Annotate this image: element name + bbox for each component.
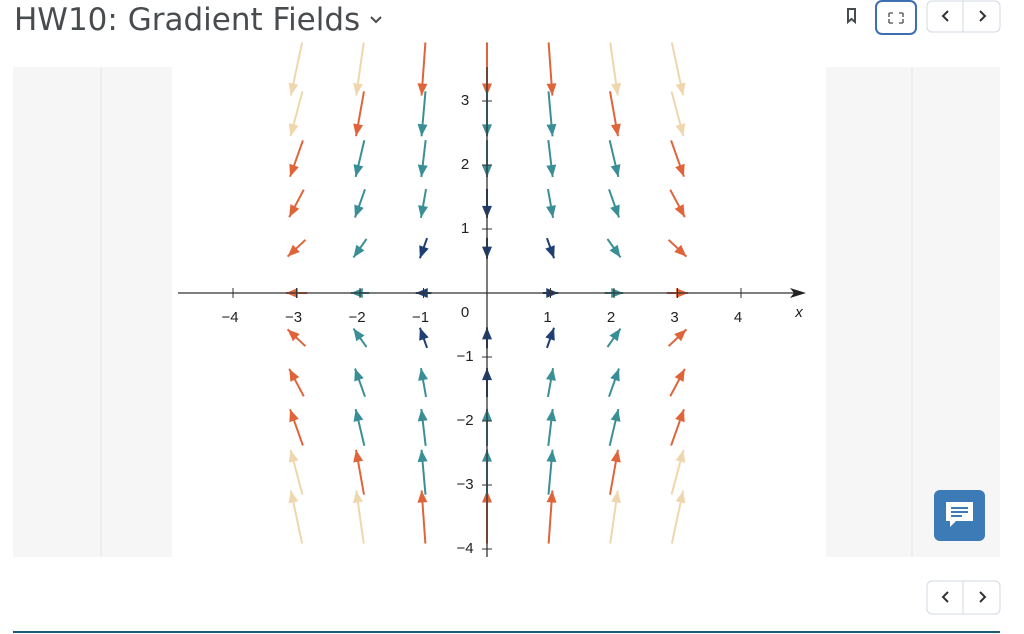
- vector-head: [675, 490, 686, 504]
- vector-head: [287, 329, 300, 342]
- vector-head: [417, 164, 428, 178]
- vector-head: [288, 123, 299, 137]
- vector-head: [610, 204, 620, 218]
- vector-head: [353, 164, 364, 177]
- vector-head: [546, 368, 556, 381]
- x-tick-label: 2: [607, 309, 615, 326]
- vector-head: [610, 164, 621, 177]
- vector-head: [546, 205, 556, 218]
- vector-head: [674, 329, 687, 342]
- figure-image: [172, 67, 826, 557]
- x-tick-label: 3: [670, 309, 678, 326]
- vector-head: [546, 449, 557, 463]
- vector-head: [353, 449, 364, 463]
- y-tick-label: 1: [461, 220, 469, 237]
- vector-head: [546, 83, 557, 96]
- vector-head: [418, 205, 428, 218]
- vector-head: [418, 368, 428, 381]
- title-chevron: [370, 16, 382, 24]
- next-button[interactable]: [979, 10, 987, 22]
- vector-head: [610, 123, 621, 137]
- vector-head: [417, 123, 428, 137]
- chat-icon-lines: [951, 507, 968, 517]
- vector-head: [675, 123, 686, 137]
- y-tick-label: −2: [456, 412, 473, 429]
- vector-head: [353, 409, 364, 422]
- vector-head: [546, 164, 557, 178]
- vector-head: [289, 409, 299, 423]
- vector-head: [609, 244, 621, 258]
- y-tick-label: −3: [456, 476, 473, 493]
- vector-head: [288, 490, 299, 504]
- vector-head: [288, 82, 299, 96]
- vector-head: [611, 82, 622, 96]
- vector-head: [675, 82, 686, 96]
- vector-head: [546, 490, 557, 503]
- x-tick-label: −2: [348, 309, 365, 326]
- fullscreen-icon: [888, 12, 904, 24]
- x-tick-label: −3: [285, 309, 302, 326]
- vector-head: [675, 409, 685, 423]
- vector-head: [675, 163, 685, 177]
- vector-head: [417, 408, 428, 422]
- vector-head: [354, 204, 364, 218]
- vector-head: [289, 204, 300, 218]
- vector-head: [289, 163, 299, 177]
- vector-head: [610, 368, 620, 382]
- x-tick-label: 4: [734, 309, 742, 326]
- vector-head: [674, 244, 687, 257]
- vector-head: [353, 328, 365, 342]
- y-tick-label: −4: [456, 540, 473, 557]
- vector-head: [352, 490, 363, 504]
- vector-head: [674, 368, 685, 382]
- vector-head: [419, 327, 429, 341]
- vector-head: [545, 327, 555, 341]
- prev-button[interactable]: [941, 10, 949, 22]
- axes: [178, 67, 806, 557]
- vector-head: [546, 408, 557, 422]
- vector-head: [546, 123, 557, 137]
- vector-head: [353, 244, 365, 258]
- vector-head: [610, 449, 621, 463]
- y-tick-label: 0: [461, 304, 469, 321]
- x-tick-label: −4: [221, 309, 238, 326]
- vector-head: [287, 244, 300, 257]
- vector-head: [417, 83, 428, 96]
- y-tick-label: 2: [461, 156, 469, 173]
- vector-head: [609, 328, 621, 342]
- vector-head: [289, 368, 300, 382]
- vector-head: [419, 245, 429, 259]
- fullscreen-button[interactable]: [875, 0, 917, 35]
- vector-head: [675, 449, 686, 463]
- x-tick-label: 1: [543, 309, 551, 326]
- prev-button[interactable]: [941, 591, 949, 603]
- vector-head: [674, 204, 685, 218]
- vector-head: [610, 409, 621, 422]
- x-tick-label: −1: [412, 309, 429, 326]
- vector-head: [545, 245, 555, 259]
- vector-head: [417, 449, 428, 463]
- vector-head: [288, 449, 299, 463]
- vector-head: [417, 490, 428, 503]
- vector-head: [611, 490, 622, 504]
- next-button[interactable]: [979, 591, 987, 603]
- bookmark-icon[interactable]: [847, 8, 856, 25]
- page-title: HW10: Gradient Fields: [14, 2, 361, 38]
- y-tick-label: 3: [461, 92, 469, 109]
- y-tick-label: −1: [456, 348, 473, 365]
- vector-head: [352, 82, 363, 96]
- x-axis-label: x: [794, 304, 803, 321]
- vector-head: [354, 368, 364, 382]
- vector-head: [353, 123, 364, 137]
